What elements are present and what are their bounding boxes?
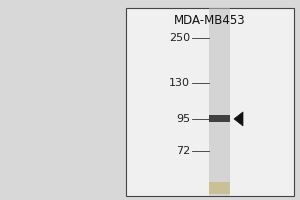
Text: 95: 95 [176, 114, 190, 124]
FancyBboxPatch shape [208, 8, 230, 196]
Text: 72: 72 [176, 146, 190, 156]
Text: 250: 250 [169, 33, 190, 43]
Polygon shape [234, 112, 243, 126]
Text: MDA-MB453: MDA-MB453 [174, 14, 246, 27]
FancyBboxPatch shape [126, 8, 294, 196]
FancyBboxPatch shape [0, 0, 126, 200]
FancyBboxPatch shape [208, 182, 230, 194]
Text: 130: 130 [169, 78, 190, 88]
FancyBboxPatch shape [208, 115, 230, 122]
